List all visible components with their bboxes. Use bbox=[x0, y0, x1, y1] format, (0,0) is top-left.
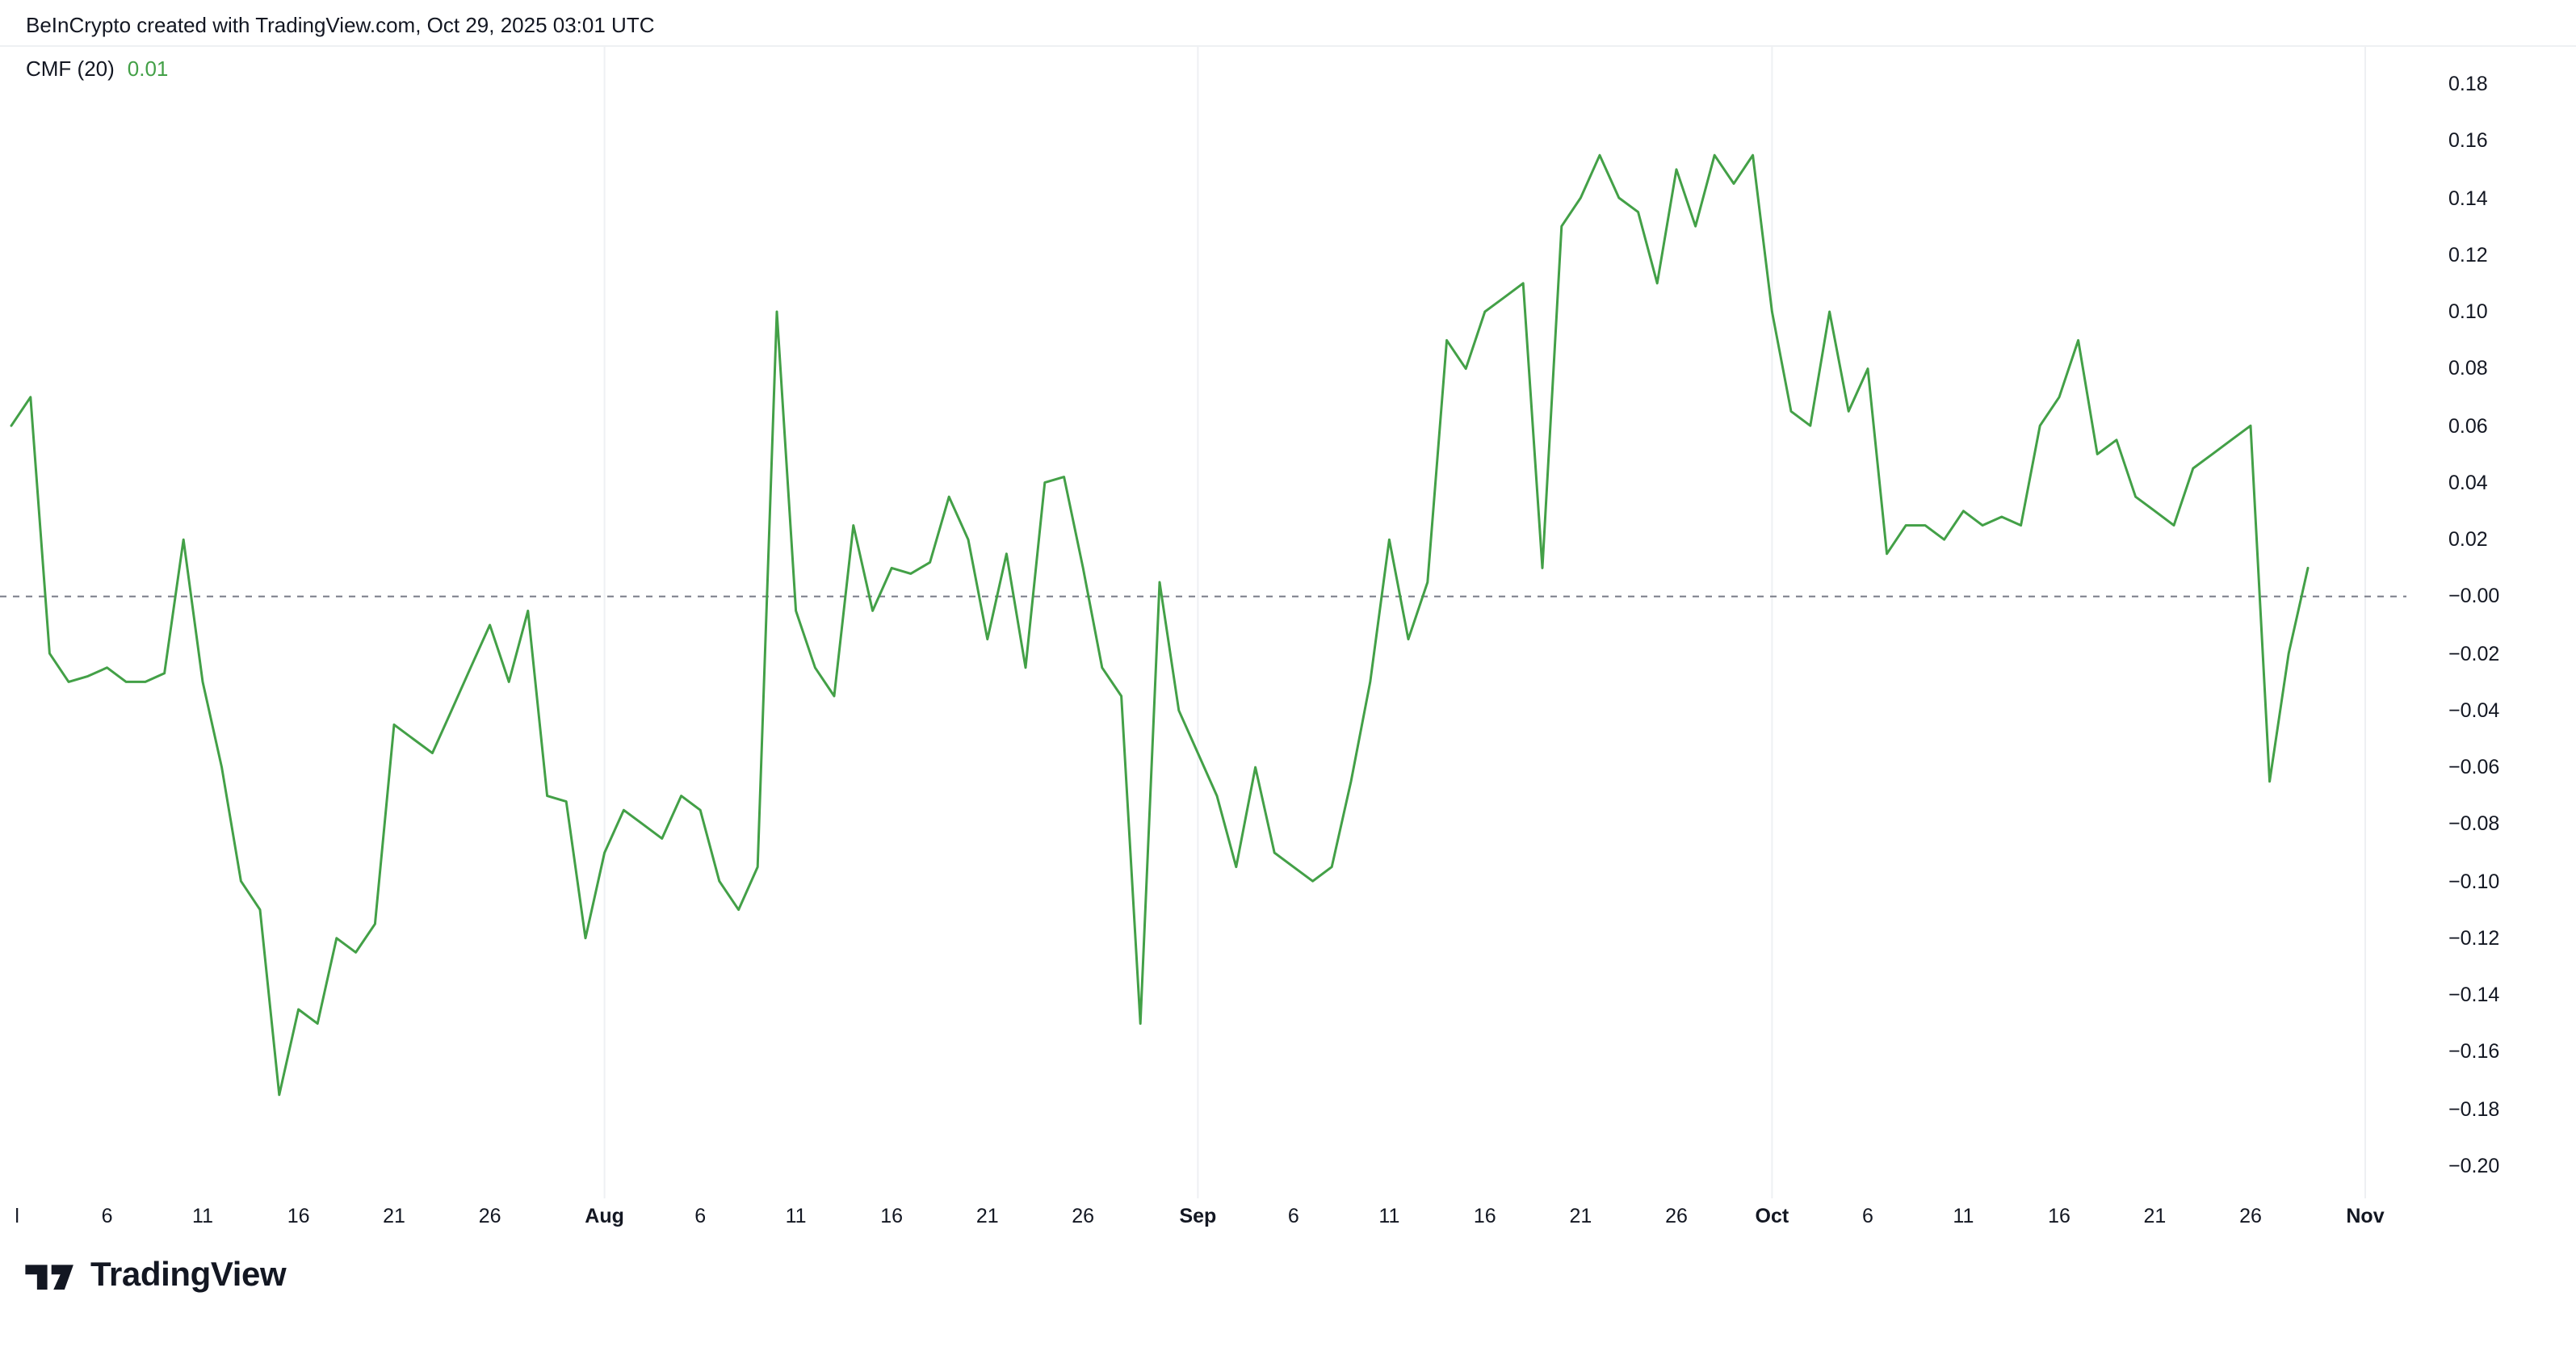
y-axis-label: 0.18 bbox=[2448, 73, 2488, 95]
y-axis-label: 0.02 bbox=[2448, 528, 2488, 552]
attribution-text: BeInCrypto created with TradingView.com,… bbox=[26, 13, 655, 37]
x-axis-label: 11 bbox=[1378, 1205, 1400, 1227]
y-axis-label: −0.00 bbox=[2448, 585, 2500, 608]
y-axis-label: −0.02 bbox=[2448, 642, 2500, 665]
x-axis-label: 21 bbox=[2143, 1205, 2167, 1227]
x-axis-label: 16 bbox=[880, 1205, 904, 1227]
tradingview-logo[interactable]: TradingView bbox=[23, 1253, 287, 1298]
x-axis-label: l bbox=[15, 1205, 19, 1227]
x-axis-label: 6 bbox=[101, 1205, 113, 1227]
header-divider bbox=[0, 45, 2576, 47]
price-axis[interactable]: 0.18 0.16 0.14 0.12 0.10 0.08 0.06 0.04 0.02 −0.0… bbox=[0, 0, 2576, 1244]
cmf-line-chart[interactable] bbox=[0, 45, 2406, 1198]
x-axis-label: 26 bbox=[2239, 1205, 2262, 1227]
y-axis-label: −0.16 bbox=[2448, 1040, 2500, 1063]
y-axis-label: −0.04 bbox=[2448, 698, 2500, 722]
x-axis-month-label: Sep bbox=[1179, 1205, 1217, 1227]
x-axis-label: 16 bbox=[287, 1205, 310, 1227]
y-axis-label: 0.12 bbox=[2448, 243, 2488, 266]
y-axis-label: 0.08 bbox=[2448, 357, 2488, 380]
y-axis-label: 0.14 bbox=[2448, 187, 2488, 209]
x-axis-label: 26 bbox=[1072, 1205, 1095, 1227]
x-axis-label: 21 bbox=[975, 1205, 999, 1227]
y-axis-label: −0.18 bbox=[2448, 1097, 2500, 1121]
x-axis-month-label: Nov bbox=[2346, 1205, 2385, 1227]
y-axis-label: 0.16 bbox=[2448, 129, 2488, 153]
x-axis-label: 6 bbox=[1862, 1205, 1873, 1227]
y-axis-label: 0.04 bbox=[2448, 471, 2488, 494]
x-axis-label: 16 bbox=[1473, 1205, 1496, 1227]
x-axis-label: 6 bbox=[694, 1205, 707, 1227]
indicator-value: 0.01 bbox=[127, 57, 169, 81]
y-axis-label: −0.06 bbox=[2448, 756, 2500, 779]
x-axis-month-label: Aug bbox=[585, 1205, 624, 1227]
indicator-name: CMF (20) bbox=[26, 57, 115, 81]
x-axis-label: 11 bbox=[192, 1205, 213, 1227]
x-axis-label: 21 bbox=[383, 1205, 405, 1227]
x-axis-label: 26 bbox=[478, 1205, 501, 1227]
indicator-legend[interactable]: CMF (20) 0.01 bbox=[26, 57, 168, 82]
y-axis-label: 0.06 bbox=[2448, 414, 2488, 438]
x-axis-label: 11 bbox=[1953, 1205, 1974, 1227]
tradingview-logo-icon bbox=[25, 1265, 73, 1290]
y-axis-label: −0.14 bbox=[2448, 984, 2500, 1007]
x-axis-label: 11 bbox=[785, 1205, 807, 1227]
cmf-series-line bbox=[10, 153, 2310, 1097]
time-axis[interactable]: l 6 11 16 21 26 Aug 6 11 16 21 26 Sep 6 11 16 21 26 Oct 6 11… bbox=[0, 0, 2406, 1244]
x-axis-label: 6 bbox=[1287, 1205, 1299, 1227]
y-axis-label: −0.08 bbox=[2448, 812, 2500, 836]
x-axis-month-label: Oct bbox=[1755, 1205, 1789, 1227]
x-axis-label: 16 bbox=[2048, 1205, 2070, 1227]
x-axis-label: 21 bbox=[1569, 1205, 1592, 1227]
tradingview-logo-text: TradingView bbox=[90, 1256, 287, 1294]
y-axis-label: 0.10 bbox=[2448, 300, 2488, 323]
y-axis-label: −0.20 bbox=[2448, 1154, 2500, 1177]
y-axis-label: −0.12 bbox=[2448, 926, 2500, 950]
x-axis-label: 26 bbox=[1665, 1205, 1688, 1227]
y-axis-label: −0.10 bbox=[2448, 870, 2500, 893]
